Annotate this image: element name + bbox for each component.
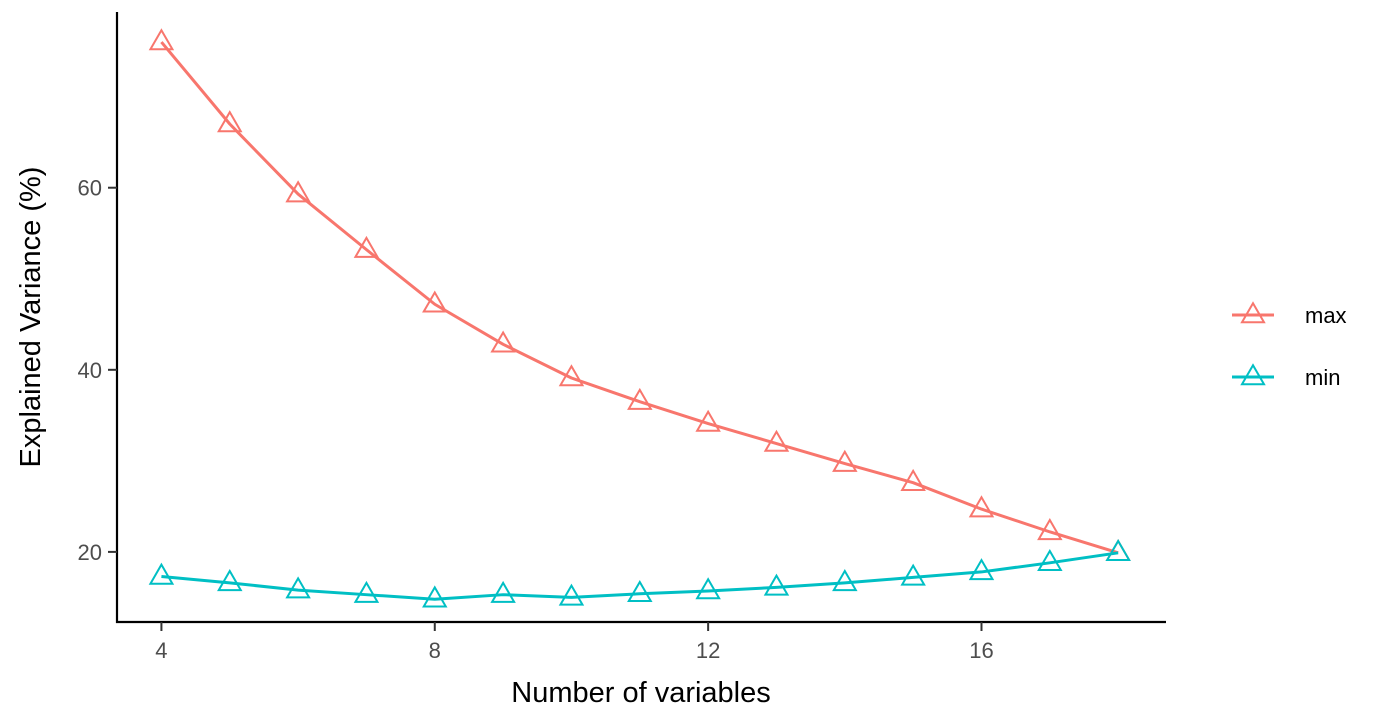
data-point-min	[763, 573, 790, 596]
data-point-min	[353, 580, 380, 603]
y-axis-title: Explained Variance (%)	[15, 167, 47, 468]
data-point-min	[968, 558, 995, 581]
legend-item-min: min	[1232, 363, 1340, 390]
data-point-max	[695, 409, 721, 432]
series-line-max	[160, 41, 1119, 555]
data-point-min	[695, 577, 721, 600]
data-point-min	[1105, 538, 1131, 562]
x-tick-label: 12	[696, 638, 720, 663]
legend-label: max	[1305, 303, 1347, 328]
data-point-max	[900, 468, 926, 491]
series-lines	[160, 41, 1119, 601]
data-point-max	[353, 235, 380, 258]
legend-key-marker	[1240, 301, 1266, 324]
data-point-max	[422, 290, 448, 313]
data-point-max	[148, 28, 175, 51]
data-point-min	[832, 569, 858, 592]
data-point-min	[558, 583, 585, 606]
y-tick-label: 40	[78, 358, 102, 383]
data-point-max	[558, 364, 585, 387]
data-point-min	[285, 576, 311, 599]
data-point-min	[627, 579, 653, 603]
x-axis-title: Number of variables	[511, 677, 771, 709]
y-tick-label: 60	[78, 176, 102, 201]
legend: max min	[1232, 301, 1347, 390]
data-point-min	[148, 562, 175, 585]
data-point-max	[968, 495, 995, 518]
data-point-max	[217, 110, 243, 133]
legend-label: min	[1305, 365, 1340, 390]
data-point-max	[490, 330, 516, 353]
data-point-min	[422, 585, 448, 608]
x-tick-label: 4	[155, 638, 167, 663]
data-point-min	[217, 569, 243, 592]
axes: 4 8 12 16 20 40 60	[78, 12, 1166, 663]
data-point-max	[285, 180, 311, 203]
data-point-min	[490, 580, 516, 603]
data-point-max	[627, 387, 653, 410]
series-markers	[148, 28, 1131, 608]
data-point-max	[832, 449, 858, 472]
y-tick-label: 20	[78, 540, 102, 565]
legend-key-marker	[1240, 363, 1266, 386]
legend-item-max: max	[1232, 301, 1347, 328]
data-point-min	[1037, 549, 1063, 572]
x-tick-label: 16	[969, 638, 993, 663]
data-point-max	[1037, 518, 1063, 541]
data-point-max	[763, 429, 790, 452]
x-tick-label: 8	[429, 638, 441, 663]
series-line-min	[161, 551, 1119, 601]
data-point-min	[900, 563, 926, 586]
